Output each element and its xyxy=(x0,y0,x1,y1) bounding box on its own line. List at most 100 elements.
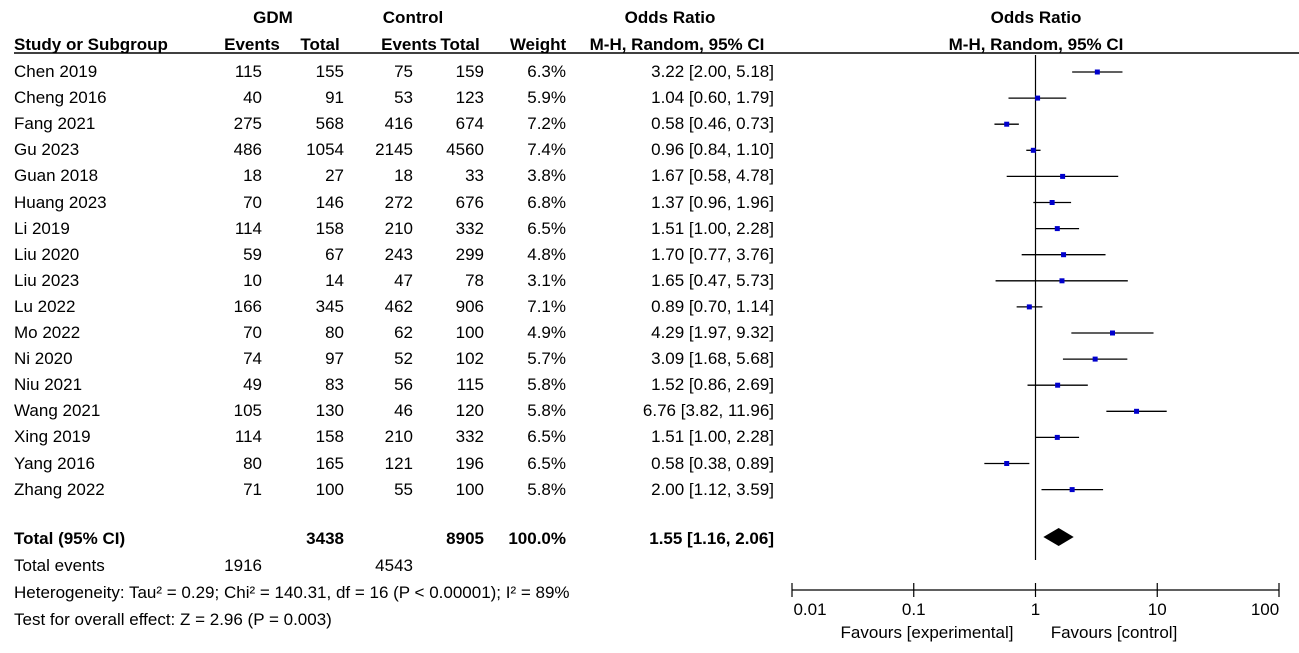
control-events: 46 xyxy=(394,401,413,421)
control-events: 121 xyxy=(384,453,413,473)
point-estimate xyxy=(1055,382,1061,388)
study-name: Wang 2021 xyxy=(14,401,101,421)
odds-ratio-ci: 1.52 [0.86, 2.69] xyxy=(651,375,774,395)
gdm-total: 146 xyxy=(315,192,344,212)
control-total: 196 xyxy=(455,453,484,473)
method-header: M-H, Random, 95% CI xyxy=(589,35,765,54)
weight: 3.1% xyxy=(527,270,566,290)
control-events: 62 xyxy=(394,323,413,342)
odds-ratio-ci: 3.22 [2.00, 5.18] xyxy=(651,62,774,81)
gdm-events: 18 xyxy=(243,166,262,186)
gdm-events: 115 xyxy=(234,62,262,81)
control-total: 159 xyxy=(455,62,484,81)
gdm-events: 70 xyxy=(243,323,262,342)
weight: 5.7% xyxy=(527,349,566,369)
weight: 5.8% xyxy=(527,401,566,421)
x-tick-label: 10 xyxy=(1147,600,1167,619)
control-events: 55 xyxy=(394,479,413,499)
control-total: 299 xyxy=(455,244,484,264)
odds-ratio-ci: 6.76 [3.82, 11.96] xyxy=(642,401,774,421)
weight: 3.8% xyxy=(527,166,566,186)
odds-ratio-ci: 4.29 [1.97, 9.32] xyxy=(651,323,774,342)
gdm-total: 345 xyxy=(315,296,344,316)
weight: 4.8% xyxy=(527,244,566,264)
gdm-events: 74 xyxy=(243,349,262,369)
study-name: Niu 2021 xyxy=(14,375,83,395)
gdm-total: 155 xyxy=(315,62,344,81)
odds-ratio-ci: 1.04 [0.60, 1.79] xyxy=(651,88,774,108)
weight: 7.4% xyxy=(527,140,566,160)
odds-ratio-ci: 2.00 [1.12, 3.59] xyxy=(651,479,774,499)
weight: 4.9% xyxy=(527,323,566,342)
heterogeneity-text: Heterogeneity: Tau² = 0.29; Chi² = 140.3… xyxy=(14,583,570,602)
control-events-header: Events xyxy=(381,35,437,54)
study-name: Liu 2023 xyxy=(14,270,80,290)
control-total: 4560 xyxy=(446,140,484,160)
odds-ratio-ci: 1.65 [0.47, 5.73] xyxy=(651,270,774,290)
favours-control-label: Favours [control] xyxy=(1050,623,1178,642)
control-events: 272 xyxy=(384,192,413,212)
favours-experimental-label: Favours [experimental] xyxy=(840,623,1014,642)
control-total: 674 xyxy=(455,114,484,134)
control-total: 120 xyxy=(455,401,484,421)
gdm-total: 158 xyxy=(315,427,344,447)
gdm-events: 71 xyxy=(243,479,262,499)
control-group-header: Control xyxy=(382,8,444,27)
point-estimate xyxy=(1092,356,1098,362)
control-total: 33 xyxy=(465,166,484,186)
gdm-total-header: Total xyxy=(300,35,340,54)
odds-ratio-ci: 1.51 [1.00, 2.28] xyxy=(651,427,774,447)
control-events: 18 xyxy=(394,166,413,186)
point-estimate xyxy=(1004,121,1010,127)
control-total: 78 xyxy=(465,270,484,290)
weight-header: Weight xyxy=(509,35,567,54)
study-name: Liu 2020 xyxy=(14,244,80,264)
study-name: Ni 2020 xyxy=(14,349,73,369)
odds-ratio-ci: 0.89 [0.70, 1.14] xyxy=(651,296,774,316)
total-gdm-total: 3438 xyxy=(306,529,344,548)
x-tick-label: 1 xyxy=(1030,600,1041,619)
study-name: Guan 2018 xyxy=(14,166,99,186)
odds-ratio-ci: 1.70 [0.77, 3.76] xyxy=(651,244,774,264)
point-estimate xyxy=(1094,69,1100,75)
gdm-total: 100 xyxy=(315,479,344,499)
weight: 5.8% xyxy=(527,479,566,499)
plot-method-header: M-H, Random, 95% CI xyxy=(948,35,1124,54)
control-total: 676 xyxy=(455,192,484,212)
total-events-label: Total events xyxy=(14,556,105,575)
total-odds-ratio: 1.55 [1.16, 2.06] xyxy=(649,529,774,548)
study-name: Cheng 2016 xyxy=(14,88,107,108)
gdm-total: 97 xyxy=(325,349,344,369)
control-events: 56 xyxy=(394,375,413,395)
odds-ratio-ci: 1.51 [1.00, 2.28] xyxy=(651,218,774,238)
total-events-control: 4543 xyxy=(375,556,413,575)
odds-ratio-ci: 1.67 [0.58, 4.78] xyxy=(651,166,774,186)
control-events: 2145 xyxy=(375,140,413,160)
study-column-header: Study or Subgroup xyxy=(14,35,168,54)
gdm-events: 10 xyxy=(243,270,262,290)
control-total: 332 xyxy=(455,427,484,447)
point-estimate xyxy=(1059,278,1065,284)
gdm-events: 80 xyxy=(243,453,262,473)
control-events: 47 xyxy=(394,270,413,290)
gdm-total: 568 xyxy=(315,114,344,134)
gdm-events: 275 xyxy=(233,114,262,134)
gdm-total: 14 xyxy=(325,270,344,290)
gdm-total: 27 xyxy=(325,166,344,186)
odds-ratio-ci: 1.37 [0.96, 1.96] xyxy=(651,192,774,212)
control-total: 115 xyxy=(456,375,484,395)
weight: 6.5% xyxy=(527,427,566,447)
control-total: 332 xyxy=(455,218,484,238)
total-weight: 100.0% xyxy=(508,529,566,548)
odds-ratio-ci: 0.96 [0.84, 1.10] xyxy=(651,140,774,160)
point-estimate xyxy=(1004,461,1010,466)
gdm-events-header: Events xyxy=(224,35,280,54)
control-events: 243 xyxy=(384,244,413,264)
x-tick-label: 0.01 xyxy=(793,600,827,619)
weight: 6.5% xyxy=(527,218,566,238)
study-name: Li 2019 xyxy=(14,218,70,238)
gdm-group-header: GDM xyxy=(253,8,293,27)
study-name: Lu 2022 xyxy=(14,296,76,316)
gdm-events: 59 xyxy=(243,244,262,264)
